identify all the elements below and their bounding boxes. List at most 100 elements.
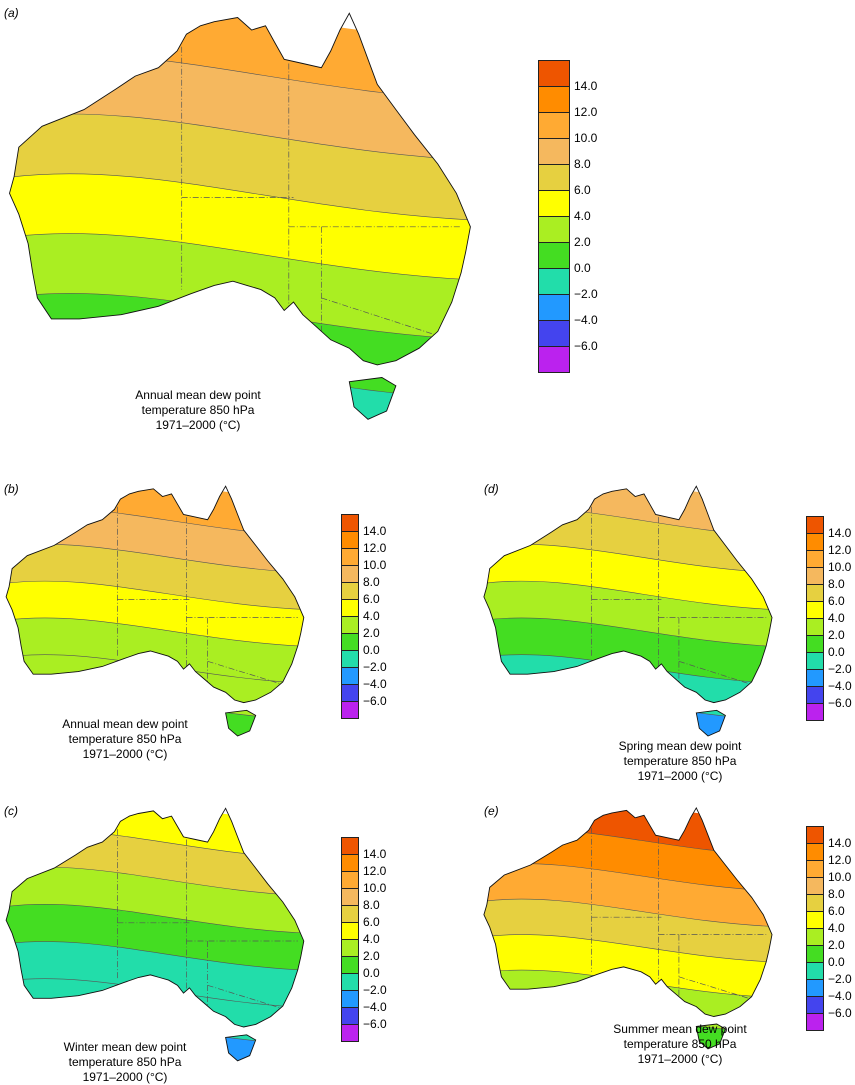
map-summer: [483, 806, 773, 1050]
legend-swatch: [341, 599, 359, 617]
caption-b: Annual mean dew point temperature 850 hP…: [45, 717, 205, 762]
legend-swatch: [806, 877, 824, 895]
legend-tick-label: 4.0: [363, 932, 380, 946]
legend-tick-label: 6.0: [363, 592, 380, 606]
legend-tick-label: −4.0: [574, 313, 598, 327]
legend-tick-label: 10.0: [574, 131, 598, 145]
legend-swatch: [538, 320, 570, 347]
legend-swatch: [341, 922, 359, 940]
legend-tick-label: 10.0: [828, 870, 852, 884]
legend-swatch: [341, 633, 359, 651]
legend-swatch: [341, 871, 359, 889]
caption-line: temperature 850 hPa: [623, 754, 737, 768]
map-winter: [5, 807, 305, 1062]
legend-swatch: [341, 1007, 359, 1025]
tasmania-coastline: [225, 1034, 257, 1062]
legend-tick-label: −4.0: [363, 1000, 387, 1014]
legend-tick-label: −2.0: [574, 287, 598, 301]
state-border: [678, 660, 752, 685]
legend-swatch: [538, 164, 570, 191]
contour-line: [483, 617, 773, 647]
tasmania-coastline: [695, 709, 726, 737]
panel-label-a: (a): [4, 6, 19, 20]
legend-swatch: [341, 514, 359, 532]
caption-line: Winter mean dew point: [63, 1040, 187, 1054]
legend-swatch: [341, 582, 359, 600]
state-border: [207, 984, 283, 1010]
legend-swatch: [341, 701, 359, 719]
legend-tick-label: 2.0: [828, 938, 845, 952]
legend-tick-label: −6.0: [574, 339, 598, 353]
legend-swatch: [806, 669, 824, 687]
legend-swatch: [538, 346, 570, 373]
caption-line: 1971–2000 (°C): [637, 769, 723, 783]
legend-tick-label: 10.0: [363, 558, 387, 572]
mainland-coastline: [483, 485, 773, 704]
legend-swatch: [341, 548, 359, 566]
legend-swatch: [538, 112, 570, 139]
caption-a: Annual mean dew point temperature 850 hP…: [118, 388, 278, 433]
contour-bands: [483, 486, 773, 736]
caption-line: temperature 850 hPa: [141, 403, 255, 417]
contour-line: [9, 173, 471, 221]
panel-label-e: (e): [484, 804, 499, 818]
tasmania-coastline: [348, 377, 397, 420]
legend-tick-label: 4.0: [363, 609, 380, 623]
legend-swatch: [806, 826, 824, 844]
legend-swatch: [538, 216, 570, 243]
caption-line: 1971–2000 (°C): [82, 1070, 168, 1084]
contour-line: [6, 903, 304, 934]
legend-tick-label: 6.0: [574, 183, 591, 197]
legend-tick-label: 14.0: [363, 847, 387, 861]
legend-tick-label: 2.0: [363, 949, 380, 963]
legend-tick-label: 0.0: [363, 643, 380, 657]
legend-tick-label: 0.0: [828, 955, 845, 969]
caption-line: 1971–2000 (°C): [155, 418, 241, 432]
legend-swatch: [806, 962, 824, 980]
legend-tick-label: 8.0: [363, 898, 380, 912]
legend-swatch: [341, 837, 359, 855]
legend-swatch: [806, 652, 824, 670]
caption-c: Winter mean dew point temperature 850 hP…: [45, 1040, 205, 1085]
panel-label-c: (c): [4, 804, 18, 818]
caption-line: temperature 850 hPa: [68, 732, 182, 746]
legend-swatch: [806, 894, 824, 912]
state-border: [321, 297, 438, 336]
caption-line: 1971–2000 (°C): [82, 747, 168, 761]
mainland-coastline: [483, 806, 773, 1017]
state-border: [678, 976, 752, 1000]
legend-tick-label: 8.0: [574, 157, 591, 171]
legend-swatch: [538, 60, 570, 87]
map-annual-small: [5, 485, 305, 737]
legend-tick-label: 2.0: [574, 235, 591, 249]
caption-e: Summer mean dew point temperature 850 hP…: [600, 1022, 760, 1067]
legend-tick-label: −6.0: [828, 1006, 852, 1020]
contour-line: [483, 898, 773, 927]
legend-swatch: [341, 531, 359, 549]
legend-swatch: [341, 905, 359, 923]
caption-line: Annual mean dew point: [62, 717, 188, 731]
legend-tick-label: 6.0: [828, 904, 845, 918]
tasmania-coastline: [695, 1023, 726, 1050]
legend-swatch: [806, 911, 824, 929]
contour-line: [6, 580, 304, 611]
legend-tick-label: 14.0: [828, 526, 852, 540]
caption-line: Summer mean dew point: [613, 1022, 747, 1036]
legend-swatch: [806, 618, 824, 636]
legend-tick-label: 8.0: [363, 575, 380, 589]
legend-tick-label: 2.0: [828, 628, 845, 642]
legend-tick-label: 8.0: [828, 887, 845, 901]
contour-bands: [9, 13, 471, 420]
legend-swatch: [806, 1013, 824, 1031]
legend-tick-label: 8.0: [828, 577, 845, 591]
legend-tick-label: 4.0: [828, 921, 845, 935]
legend-tick-label: 0.0: [574, 261, 591, 275]
mainland-coastline: [5, 807, 305, 1028]
legend-tick-label: 4.0: [574, 209, 591, 223]
legend-tick-label: −2.0: [363, 983, 387, 997]
legend-tick-label: 12.0: [363, 864, 387, 878]
legend-tick-label: −2.0: [828, 972, 852, 986]
legend-swatch: [806, 979, 824, 997]
legend-tick-label: 0.0: [363, 966, 380, 980]
legend-tick-label: −6.0: [828, 696, 852, 710]
